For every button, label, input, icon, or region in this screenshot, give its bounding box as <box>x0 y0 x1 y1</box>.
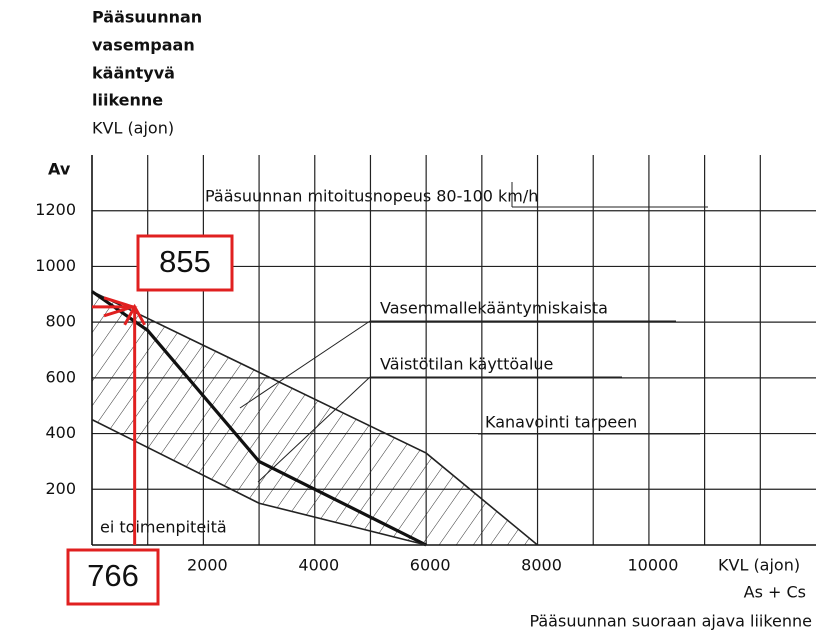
title-line: vasempaan <box>92 36 195 55</box>
y-tick-label: 1000 <box>35 256 76 275</box>
y-axis-label: Av <box>48 160 71 179</box>
title-line: liikenne <box>92 91 163 110</box>
line <box>91 418 427 546</box>
line <box>91 290 539 546</box>
marker-y-label: 855 <box>159 244 211 279</box>
annotation: Pääsuunnan mitoitusnopeus 80-100 km/h <box>205 187 538 206</box>
x-tick-label: 2000 <box>187 556 228 575</box>
title-line: Pääsuunnan <box>92 8 202 27</box>
label-box <box>136 234 234 292</box>
x-tick-label: 6000 <box>410 556 451 575</box>
annotation: Vasemmallekääntymiskaista <box>380 299 608 318</box>
x-axis-sublabel: As + Cs <box>744 583 806 602</box>
x-tick-label: 4000 <box>298 556 339 575</box>
y-tick-label: 400 <box>45 423 76 442</box>
x-tick-label: 8000 <box>521 556 562 575</box>
y-tick-label: 1200 <box>35 200 76 219</box>
annotation: ei toimenpiteitä <box>100 518 227 537</box>
annotation: Kanavointi tarpeen <box>485 413 637 432</box>
label-box <box>66 548 160 606</box>
x-axis-caption: Pääsuunnan suoraan ajava liikenne <box>529 612 812 631</box>
x-tick-label: 10000 <box>627 556 678 575</box>
y-tick-label: 800 <box>45 312 76 331</box>
arrow-head <box>103 296 138 318</box>
title-line: KVL (ajon) <box>92 119 174 138</box>
title-line: kääntyvä <box>92 64 175 83</box>
annotation: Väistötilan käyttöalue <box>380 355 553 374</box>
y-tick-label: 600 <box>45 367 76 386</box>
marker-x-label: 766 <box>87 558 139 593</box>
x-axis-label: KVL (ajon) <box>718 556 800 575</box>
y-tick-label: 200 <box>45 479 76 498</box>
